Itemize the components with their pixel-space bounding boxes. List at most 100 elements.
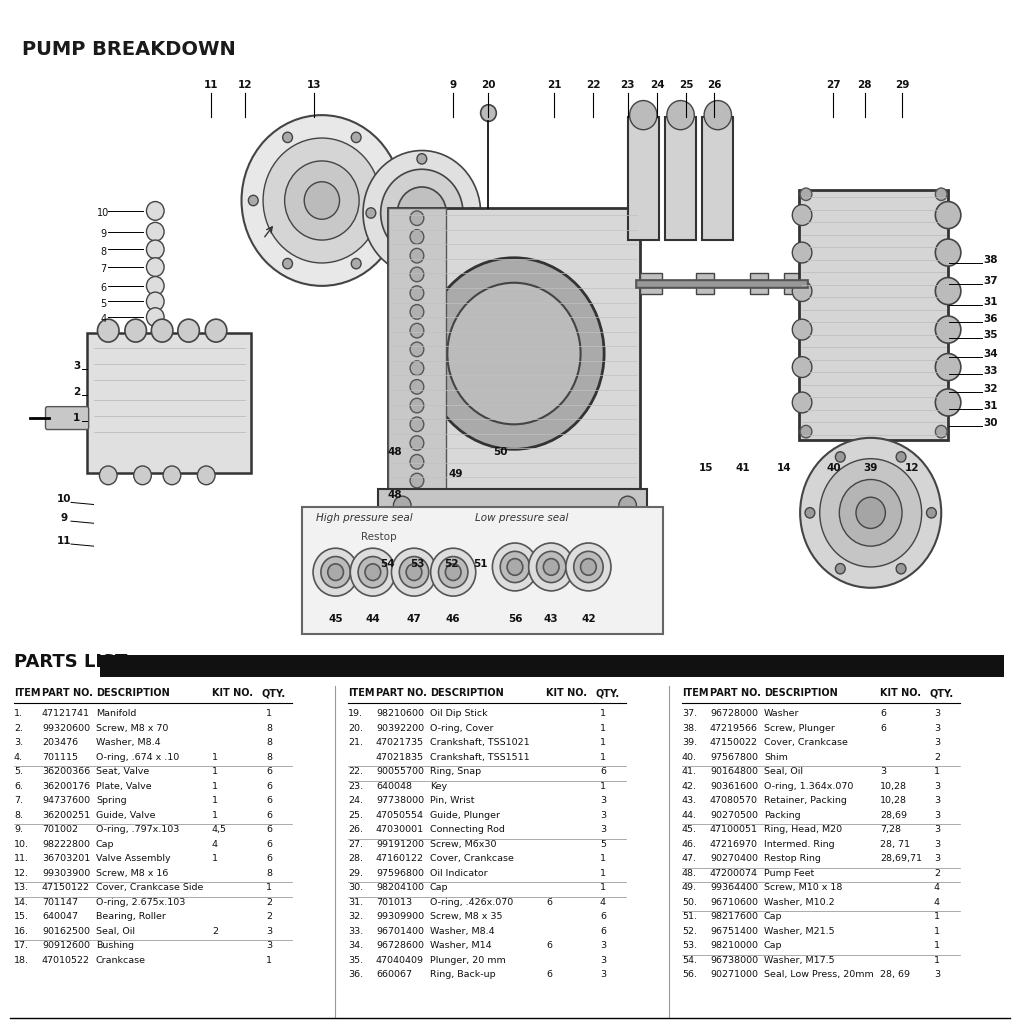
Circle shape xyxy=(667,100,694,130)
Text: 29.: 29. xyxy=(348,868,362,878)
Text: 9: 9 xyxy=(60,513,68,523)
Text: Plunger, 20 mm: Plunger, 20 mm xyxy=(430,955,506,965)
Text: 3: 3 xyxy=(934,971,940,979)
Text: 1: 1 xyxy=(74,414,81,423)
Text: Plate, Valve: Plate, Valve xyxy=(96,781,152,791)
Circle shape xyxy=(793,281,812,301)
Circle shape xyxy=(410,286,424,300)
Text: 34.: 34. xyxy=(348,941,364,950)
Text: 41: 41 xyxy=(736,463,751,473)
Text: PART NO.: PART NO. xyxy=(376,688,427,698)
FancyBboxPatch shape xyxy=(387,208,446,490)
Circle shape xyxy=(163,466,181,484)
Text: 35: 35 xyxy=(983,330,997,340)
Text: 45: 45 xyxy=(329,614,343,625)
Text: 26.: 26. xyxy=(348,825,362,835)
Circle shape xyxy=(445,564,461,581)
Text: 56.: 56. xyxy=(682,971,697,979)
Text: 42: 42 xyxy=(582,614,596,625)
Text: 40: 40 xyxy=(826,463,841,473)
Text: 2: 2 xyxy=(266,912,272,922)
Text: 20: 20 xyxy=(481,80,496,90)
Text: 47: 47 xyxy=(407,614,421,625)
Text: 3: 3 xyxy=(600,796,606,805)
Text: 17.: 17. xyxy=(14,941,29,950)
Text: Screw, M8 x 35: Screw, M8 x 35 xyxy=(430,912,503,922)
Text: 28, 69: 28, 69 xyxy=(880,971,910,979)
Circle shape xyxy=(447,283,581,424)
Text: Cap: Cap xyxy=(764,912,782,922)
Text: 15: 15 xyxy=(698,463,714,473)
Text: Shim: Shim xyxy=(764,753,787,762)
Text: 6: 6 xyxy=(546,898,552,907)
Circle shape xyxy=(630,100,657,130)
Circle shape xyxy=(328,564,343,581)
Text: 11.: 11. xyxy=(14,854,29,863)
Text: QTY.: QTY. xyxy=(930,688,954,698)
Circle shape xyxy=(410,380,424,394)
Text: 47121741: 47121741 xyxy=(42,709,90,718)
Circle shape xyxy=(800,438,941,588)
Text: 3: 3 xyxy=(934,709,940,718)
Text: PART NO.: PART NO. xyxy=(710,688,761,698)
Text: 3: 3 xyxy=(74,361,81,371)
Text: 22: 22 xyxy=(586,80,601,90)
Text: 3: 3 xyxy=(600,971,606,979)
Text: 4,5: 4,5 xyxy=(212,825,227,835)
Circle shape xyxy=(793,242,812,263)
Text: 90912600: 90912600 xyxy=(42,941,90,950)
Circle shape xyxy=(410,417,424,432)
Text: Washer, M8.4: Washer, M8.4 xyxy=(96,738,161,748)
Text: 30.: 30. xyxy=(348,884,364,892)
Circle shape xyxy=(381,169,463,257)
Circle shape xyxy=(410,324,424,338)
Text: 53: 53 xyxy=(410,559,424,569)
Text: Bushing: Bushing xyxy=(96,941,134,950)
Text: 6: 6 xyxy=(266,811,272,819)
Circle shape xyxy=(410,473,424,487)
Circle shape xyxy=(935,389,961,416)
Text: O-ring, .426x.070: O-ring, .426x.070 xyxy=(430,898,513,907)
Text: Washer, M8.4: Washer, M8.4 xyxy=(430,927,495,936)
Text: 97738000: 97738000 xyxy=(376,796,424,805)
Circle shape xyxy=(793,392,812,413)
FancyBboxPatch shape xyxy=(799,190,948,440)
Text: 1: 1 xyxy=(212,796,218,805)
Circle shape xyxy=(805,508,815,518)
Text: 36200251: 36200251 xyxy=(42,811,90,819)
Circle shape xyxy=(856,498,886,528)
Text: 25.: 25. xyxy=(348,811,362,819)
Text: 23.: 23. xyxy=(348,781,364,791)
Text: Washer, M14: Washer, M14 xyxy=(430,941,492,950)
Text: 3: 3 xyxy=(934,825,940,835)
Text: 99303900: 99303900 xyxy=(42,868,90,878)
Circle shape xyxy=(407,564,422,581)
Text: KIT NO.: KIT NO. xyxy=(880,688,921,698)
Circle shape xyxy=(410,267,424,282)
Text: Packing: Packing xyxy=(764,811,801,819)
Text: O-ring, .797x.103: O-ring, .797x.103 xyxy=(96,825,179,835)
Circle shape xyxy=(836,563,845,573)
Text: 47080570: 47080570 xyxy=(710,796,758,805)
Text: 6: 6 xyxy=(266,825,272,835)
Text: 96728600: 96728600 xyxy=(376,941,424,950)
Text: 46.: 46. xyxy=(682,840,697,849)
Circle shape xyxy=(705,100,731,130)
Text: 25: 25 xyxy=(679,80,693,90)
Circle shape xyxy=(935,239,961,266)
Text: 90392200: 90392200 xyxy=(376,724,424,732)
Text: 53.: 53. xyxy=(682,941,697,950)
Circle shape xyxy=(410,455,424,469)
Text: 39.: 39. xyxy=(682,738,697,748)
Text: Intermed. Ring: Intermed. Ring xyxy=(764,840,835,849)
Circle shape xyxy=(618,497,637,515)
Circle shape xyxy=(242,115,402,286)
Text: 47.: 47. xyxy=(682,854,697,863)
Text: ITEM: ITEM xyxy=(348,688,375,698)
Text: QTY.: QTY. xyxy=(596,688,621,698)
Text: 38.: 38. xyxy=(682,724,697,732)
Text: 12: 12 xyxy=(904,463,920,473)
Text: Washer: Washer xyxy=(764,709,800,718)
Text: 7.: 7. xyxy=(14,796,23,805)
Text: 30: 30 xyxy=(983,419,997,428)
